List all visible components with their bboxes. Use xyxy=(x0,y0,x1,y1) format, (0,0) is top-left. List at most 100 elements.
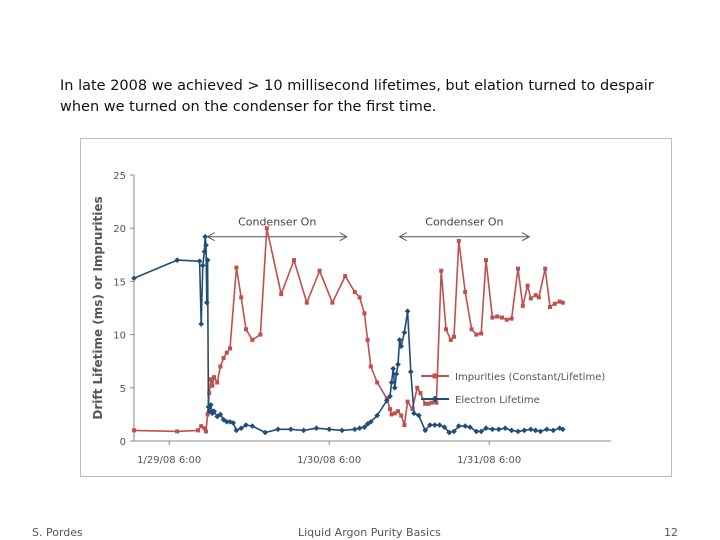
data-point xyxy=(199,424,204,429)
data-point xyxy=(223,419,230,425)
data-point xyxy=(396,409,400,414)
data-point xyxy=(391,384,398,391)
data-point xyxy=(528,296,533,301)
data-point xyxy=(207,391,212,396)
data-point xyxy=(415,385,420,390)
legend-marker-impurities xyxy=(432,373,438,379)
data-point xyxy=(203,242,209,249)
data-point xyxy=(243,422,249,428)
data-point xyxy=(388,407,392,412)
data-point xyxy=(404,308,411,315)
x-tick-label: 1/29/08 6:00 xyxy=(137,455,201,466)
data-point xyxy=(407,369,414,375)
data-point xyxy=(484,258,488,263)
data-point xyxy=(500,315,504,320)
legend-marker-electron xyxy=(431,395,439,403)
data-point xyxy=(388,379,395,386)
data-point xyxy=(393,371,400,377)
data-point xyxy=(467,424,473,430)
data-point xyxy=(429,400,434,405)
annotation-label: Condenser On xyxy=(425,216,503,229)
data-point xyxy=(174,257,181,263)
y-tick-label: 15 xyxy=(113,277,126,288)
annotations: Condenser On Condenser On xyxy=(206,216,531,242)
data-point xyxy=(175,429,180,434)
data-point xyxy=(495,314,500,319)
y-tick-label: 0 xyxy=(120,437,126,448)
data-point xyxy=(422,427,429,434)
data-point xyxy=(395,361,401,368)
legend-label-electron: Electron Lifetime xyxy=(455,395,540,406)
caption-line-2: when we turned on the condenser for the … xyxy=(60,99,437,115)
data-point xyxy=(258,332,263,337)
data-point xyxy=(339,427,345,434)
data-point xyxy=(262,429,269,436)
y-tick-label: 20 xyxy=(113,224,126,235)
data-point xyxy=(304,300,309,305)
data-point xyxy=(239,295,244,300)
data-point xyxy=(199,262,206,269)
data-point xyxy=(509,316,514,321)
data-point xyxy=(399,413,404,418)
data-point xyxy=(208,377,213,382)
data-point xyxy=(368,364,373,369)
data-point xyxy=(196,258,203,265)
data-point xyxy=(474,332,479,337)
data-point xyxy=(446,429,453,436)
data-point xyxy=(313,425,320,432)
annotation-arrow-head-left xyxy=(398,232,407,242)
data-point xyxy=(521,427,528,434)
data-point xyxy=(411,410,417,417)
data-point xyxy=(537,428,544,435)
data-point xyxy=(203,299,210,306)
data-point xyxy=(202,233,209,240)
y-tick-label: 25 xyxy=(113,171,126,182)
data-point xyxy=(387,393,393,400)
data-point xyxy=(202,426,207,431)
data-point xyxy=(287,426,294,433)
series-impurities xyxy=(132,226,565,434)
data-point xyxy=(207,401,214,408)
data-point xyxy=(452,334,456,339)
footer-page-number: 12 xyxy=(664,526,678,539)
data-point xyxy=(275,426,281,433)
data-point xyxy=(317,268,322,273)
data-point xyxy=(436,422,443,428)
data-point xyxy=(201,248,208,255)
legend: Impurities (Constant/Lifetime) Electron … xyxy=(421,372,605,406)
data-point xyxy=(415,412,422,419)
data-point xyxy=(383,397,390,404)
data-point xyxy=(233,427,240,434)
data-point xyxy=(250,337,255,342)
data-point xyxy=(204,429,208,434)
y-tick-label: 10 xyxy=(113,331,126,342)
data-point xyxy=(264,226,269,231)
data-point xyxy=(525,283,530,288)
data-point xyxy=(495,426,502,433)
data-point xyxy=(330,300,335,305)
data-point xyxy=(131,275,137,282)
data-point xyxy=(418,391,423,396)
data-point xyxy=(441,424,448,430)
data-point xyxy=(210,383,215,388)
data-point xyxy=(489,426,496,433)
data-point xyxy=(423,401,428,406)
x-tick-label: 1/30/08 6:00 xyxy=(297,455,361,466)
data-point xyxy=(351,426,358,433)
data-point xyxy=(300,427,307,434)
data-point xyxy=(228,346,232,351)
data-point xyxy=(426,401,431,406)
data-point xyxy=(374,412,381,419)
data-point xyxy=(536,295,541,300)
slide-caption: In late 2008 we achieved > 10 millisecon… xyxy=(60,76,700,118)
data-point xyxy=(365,337,370,342)
annotation-arrow-head-right xyxy=(339,232,348,242)
data-point xyxy=(548,304,552,309)
data-point xyxy=(405,399,410,404)
data-point xyxy=(356,425,363,432)
data-point xyxy=(390,365,397,372)
data-point xyxy=(502,425,509,432)
data-point xyxy=(215,380,220,385)
data-point xyxy=(279,292,284,297)
data-point xyxy=(527,426,534,433)
